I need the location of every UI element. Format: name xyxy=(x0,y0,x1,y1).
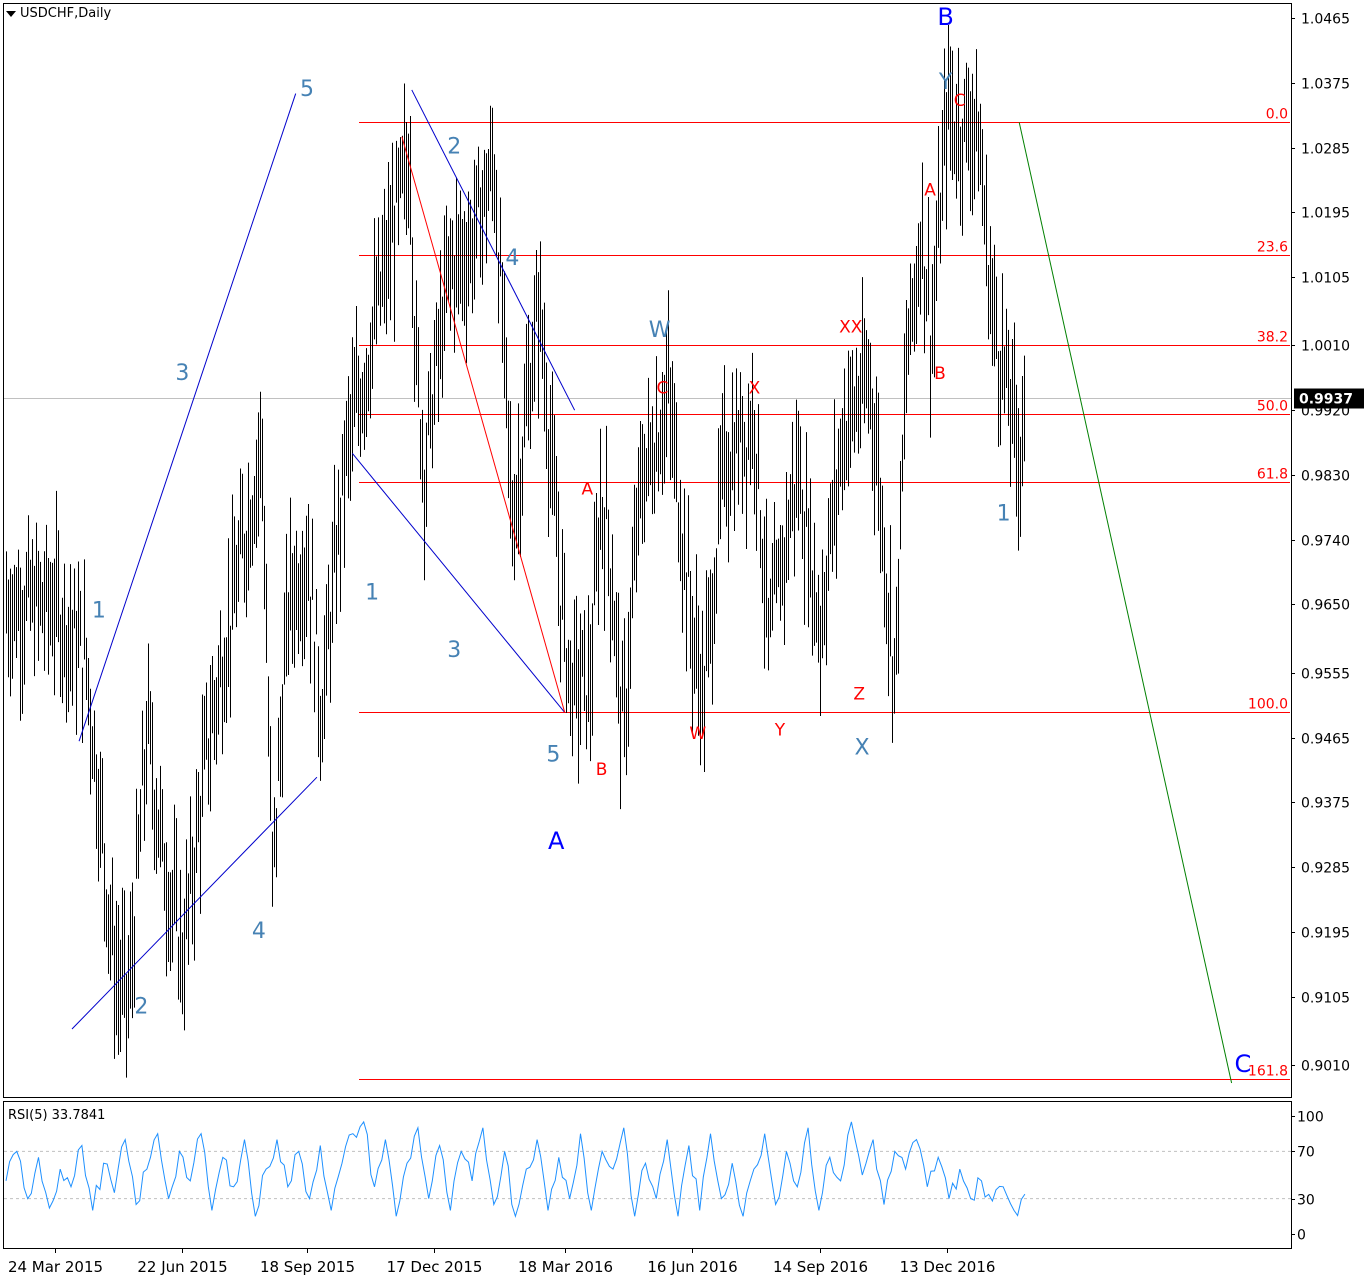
trend-line-1 xyxy=(78,93,297,742)
time-tick-label: 16 Jun 2016 xyxy=(647,1258,737,1276)
rsi-title: RSI(5) 33.7841 xyxy=(8,1108,106,1123)
time-axis: 24 Mar 2015 22 Jun 2015 18 Sep 2015 17 Dec … xyxy=(8,1248,995,1276)
price-tick-label: 0.9830 xyxy=(1301,469,1350,485)
fib-label-50.0: 50.0 xyxy=(1257,399,1288,415)
trend-lines xyxy=(71,89,1233,1084)
wave-label-b: B xyxy=(934,364,946,384)
price-tick-label: 0.9740 xyxy=(1301,534,1350,550)
wave-label-a: A xyxy=(582,479,594,499)
fib-label-61.8: 61.8 xyxy=(1257,467,1288,483)
dropdown-triangle-icon[interactable] xyxy=(6,10,16,17)
wave-label-b: B xyxy=(596,760,608,780)
rsi-indicator: 100 70 30 0 xyxy=(4,1110,1324,1244)
trend-line-5 xyxy=(401,136,566,713)
price-tick-label: 0.9650 xyxy=(1301,598,1350,614)
time-tick-label: 24 Mar 2015 xyxy=(8,1258,103,1276)
trend-line-6 xyxy=(1018,122,1233,1084)
wave-label-w: W xyxy=(649,318,671,343)
wave-label-a: A xyxy=(548,827,565,855)
wave-label-y: Y xyxy=(774,720,786,740)
wave-label-4: 4 xyxy=(505,246,519,271)
chart-title[interactable]: USDCHF,Daily xyxy=(6,6,111,21)
wave-label-a: A xyxy=(924,181,936,201)
wave-label-5: 5 xyxy=(300,77,314,102)
time-tick-label: 17 Dec 2015 xyxy=(387,1258,483,1276)
fib-label-38.2: 38.2 xyxy=(1257,330,1288,346)
price-tick-label: 0.9010 xyxy=(1301,1059,1350,1075)
price-tick-label: 0.9285 xyxy=(1301,861,1350,877)
wave-label-3: 3 xyxy=(447,638,461,663)
time-tick-label: 14 Sep 2016 xyxy=(773,1258,868,1276)
price-tick-label: 0.9375 xyxy=(1301,796,1350,812)
fib-label-23.6: 23.6 xyxy=(1257,240,1288,256)
price-axis: 1.0465 1.0375 1.0285 1.0195 1.0105 1.0010 0.99… xyxy=(1291,12,1350,1075)
wave-label-1: 1 xyxy=(365,581,379,606)
price-tick-label: 1.0285 xyxy=(1301,142,1350,158)
wave-label-c: C xyxy=(656,379,668,399)
fib-label-100.0: 100.0 xyxy=(1248,697,1288,713)
time-tick-label: 18 Mar 2016 xyxy=(518,1258,613,1276)
wave-labels: 5 3 1 2 4 2 4 1 3 5 A W X Y B 1 C A B C W X Y XX Z A B C xyxy=(92,3,1251,1078)
price-panel-frame xyxy=(3,3,1292,1098)
trend-line-4 xyxy=(351,453,566,713)
wave-label-w: W xyxy=(689,724,706,744)
trend-line-2 xyxy=(71,776,318,1030)
wave-label-2: 2 xyxy=(134,994,148,1019)
price-tick-label: 0.9555 xyxy=(1301,667,1350,683)
wave-label-1: 1 xyxy=(92,599,106,624)
fib-label-0.0: 0.0 xyxy=(1266,107,1288,123)
wave-label-b: B xyxy=(937,3,953,31)
fib-label-161.8: 161.8 xyxy=(1248,1064,1288,1080)
wave-label-x: X xyxy=(749,379,761,399)
price-bars xyxy=(6,25,1025,1078)
wave-label-x: X xyxy=(855,735,870,760)
price-tick-label: 1.0105 xyxy=(1301,271,1350,287)
wave-label-y: Y xyxy=(938,70,953,95)
wave-label-c: C xyxy=(954,91,966,111)
price-tick-label: 1.0465 xyxy=(1301,12,1350,28)
price-tick-label: 1.0375 xyxy=(1301,77,1350,93)
price-tick-label: 1.0010 xyxy=(1301,339,1350,355)
wave-label-5: 5 xyxy=(546,743,560,768)
rsi-series-line xyxy=(5,1120,1026,1219)
rsi-tick-label: 100 xyxy=(1297,1110,1324,1126)
wave-label-1: 1 xyxy=(997,502,1011,527)
trend-line-3 xyxy=(411,89,576,411)
current-price-label: 0.9937 xyxy=(1299,392,1353,408)
price-tick-label: 0.9105 xyxy=(1301,991,1350,1007)
price-tick-label: 0.9195 xyxy=(1301,926,1350,942)
wave-label-z: Z xyxy=(853,684,865,704)
price-tick-label: 0.9465 xyxy=(1301,732,1350,748)
wave-label-3: 3 xyxy=(175,361,189,386)
rsi-tick-label: 30 xyxy=(1297,1193,1315,1209)
current-price-marker: 0.9937 xyxy=(1294,388,1364,409)
current-price-box xyxy=(1294,388,1364,409)
rsi-tick-label: 70 xyxy=(1297,1145,1315,1161)
time-tick-label: 18 Sep 2015 xyxy=(260,1258,355,1276)
wave-label-4: 4 xyxy=(252,919,266,944)
rsi-panel-frame xyxy=(3,1101,1292,1249)
rsi-tick-label: 0 xyxy=(1297,1228,1306,1244)
fib-levels: 0.0 23.6 38.2 50.0 61.8 100.0 161.8 xyxy=(4,107,1291,1080)
symbol-timeframe-label: USDCHF,Daily xyxy=(20,6,112,21)
time-tick-label: 13 Dec 2016 xyxy=(900,1258,996,1276)
wave-label-c: C xyxy=(1235,1050,1252,1078)
wave-label-2: 2 xyxy=(447,135,461,160)
time-tick-label: 22 Jun 2015 xyxy=(137,1258,227,1276)
wave-label-xx: XX xyxy=(839,317,863,337)
price-tick-label: 1.0195 xyxy=(1301,206,1350,222)
